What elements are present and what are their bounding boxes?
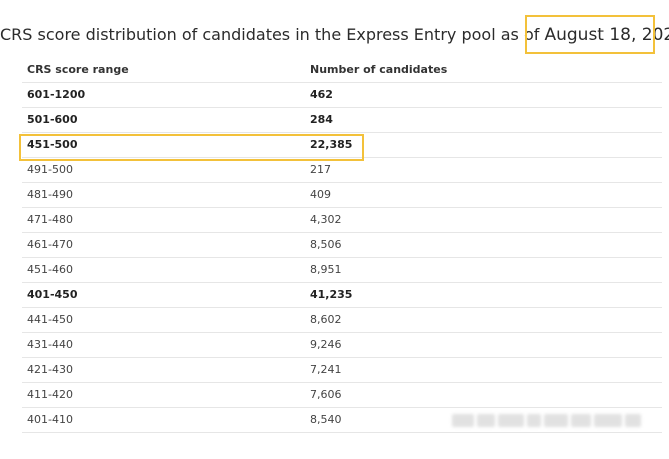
score-range-cell: 401-450 — [22, 282, 305, 308]
candidate-count-cell: 9,246 — [305, 332, 662, 358]
candidate-count-cell: 8,506 — [305, 232, 662, 258]
table-row: 411-420 7,606 — [22, 382, 662, 408]
candidate-count-cell: 22,385 — [305, 132, 662, 158]
score-range-cell: 461-470 — [22, 232, 305, 258]
column-header-candidates: Number of candidates — [305, 57, 662, 83]
candidate-count-cell: 462 — [305, 82, 662, 108]
title-date: August 18, 2020 — [544, 25, 669, 45]
candidate-count-cell: 284 — [305, 107, 662, 133]
table-row: 451-500 22,385 — [22, 132, 662, 158]
score-range-cell: 421-430 — [22, 357, 305, 383]
candidate-count-cell: 7,241 — [305, 357, 662, 383]
candidate-count-cell: 8,951 — [305, 257, 662, 283]
score-range-cell: 491-500 — [22, 157, 305, 183]
score-range-cell: 481-490 — [22, 182, 305, 208]
table-row: 441-450 8,602 — [22, 307, 662, 333]
table-row: 421-430 7,241 — [22, 357, 662, 383]
candidate-count-cell: 409 — [305, 182, 662, 208]
table-row: 471-480 4,302 — [22, 207, 662, 233]
table-header-row: CRS score range Number of candidates — [22, 57, 662, 83]
table-row: 491-500 217 — [22, 157, 662, 183]
candidate-count-cell: 217 — [305, 157, 662, 183]
table-body: 601-1200 462 501-600 284 451-500 22,385 491-50… — [22, 82, 662, 433]
date-highlight-box — [525, 15, 655, 54]
score-range-cell: 431-440 — [22, 332, 305, 358]
score-range-cell: 471-480 — [22, 207, 305, 233]
score-range-cell: 411-420 — [22, 382, 305, 408]
table-row: 401-450 41,235 — [22, 282, 662, 308]
table-row: 481-490 409 — [22, 182, 662, 208]
crs-distribution-table: CRS score range Number of candidates 601… — [22, 57, 662, 433]
score-range-cell: 441-450 — [22, 307, 305, 333]
candidate-count-cell: 41,235 — [305, 282, 662, 308]
score-range-cell: 451-500 — [22, 132, 305, 158]
candidate-count-cell: 4,302 — [305, 207, 662, 233]
score-range-cell: 451-460 — [22, 257, 305, 283]
table-row: 501-600 284 — [22, 107, 662, 133]
table-row: 601-1200 462 — [22, 82, 662, 108]
column-header-score-range: CRS score range — [22, 57, 305, 83]
score-range-cell: 601-1200 — [22, 82, 305, 108]
row-highlight-box — [19, 134, 364, 161]
title-prefix: CRS score distribution of candidates in … — [0, 25, 545, 44]
candidate-count-cell: 8,602 — [305, 307, 662, 333]
table-row: 451-460 8,951 — [22, 257, 662, 283]
score-range-cell: 401-410 — [22, 407, 305, 433]
page-title: CRS score distribution of candidates in … — [0, 22, 669, 48]
score-range-cell: 501-600 — [22, 107, 305, 133]
table-row: 431-440 9,246 — [22, 332, 662, 358]
table-row: 461-470 8,506 — [22, 232, 662, 258]
watermark — [452, 409, 648, 431]
candidate-count-cell: 7,606 — [305, 382, 662, 408]
